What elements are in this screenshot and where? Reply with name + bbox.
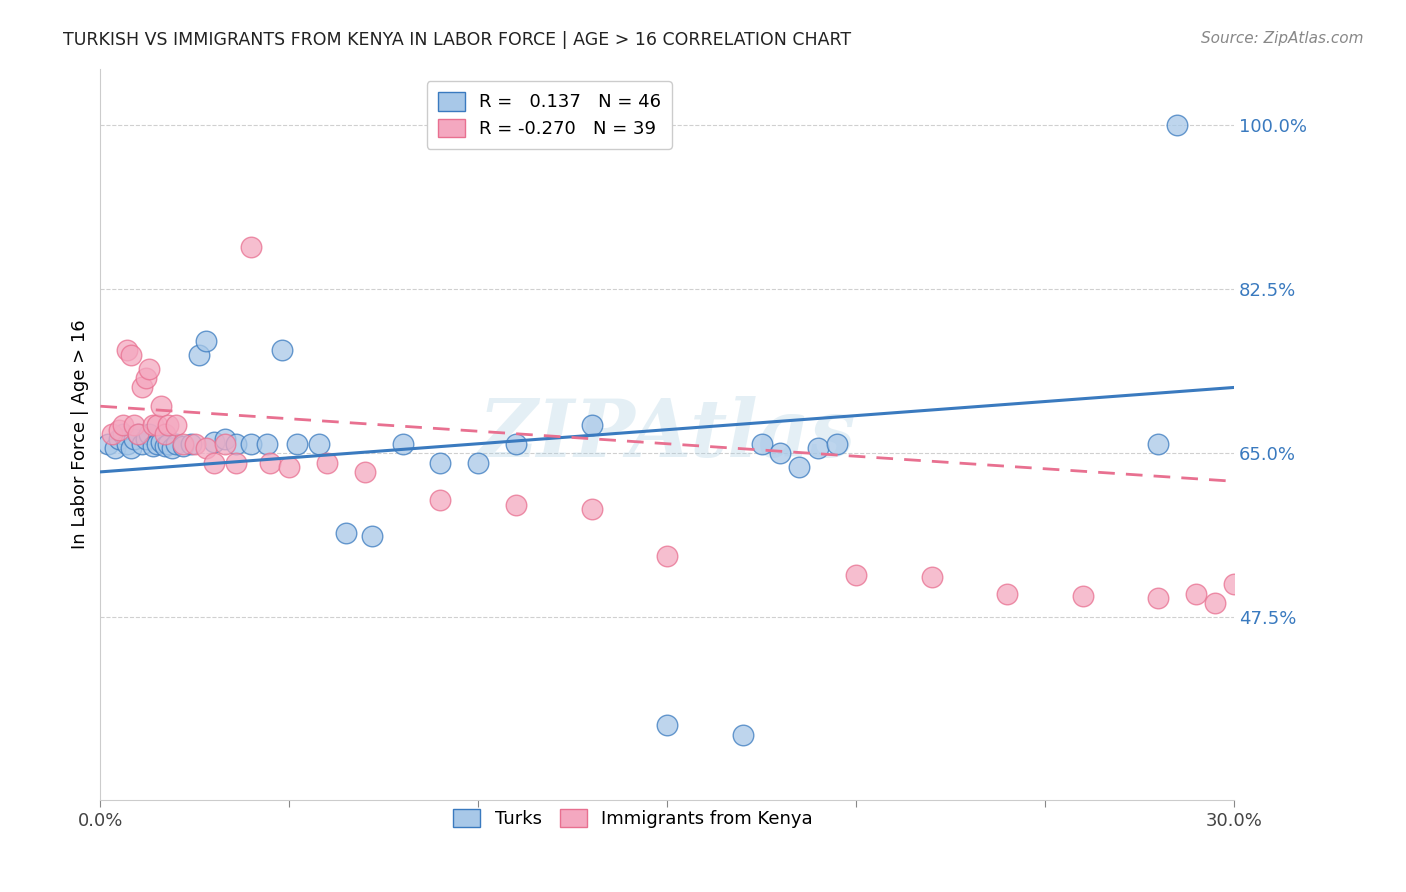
Legend: Turks, Immigrants from Kenya: Turks, Immigrants from Kenya <box>446 801 820 835</box>
Point <box>153 439 176 453</box>
Point <box>825 436 848 450</box>
Point <box>256 436 278 450</box>
Point <box>225 436 247 450</box>
Point <box>807 442 830 456</box>
Point <box>127 427 149 442</box>
Point <box>655 718 678 732</box>
Point <box>142 439 165 453</box>
Point <box>157 436 180 450</box>
Point <box>120 442 142 456</box>
Point <box>172 436 194 450</box>
Point <box>1166 118 1188 132</box>
Point <box>769 446 792 460</box>
Point <box>172 439 194 453</box>
Point <box>160 442 183 456</box>
Point <box>195 442 218 456</box>
Point <box>146 417 169 432</box>
Point <box>100 427 122 442</box>
Point <box>270 343 292 357</box>
Point <box>259 456 281 470</box>
Point <box>1185 587 1208 601</box>
Point <box>149 434 172 449</box>
Point <box>285 436 308 450</box>
Point <box>135 432 157 446</box>
Point <box>195 334 218 348</box>
Point <box>131 380 153 394</box>
Point <box>1071 589 1094 603</box>
Point <box>214 436 236 450</box>
Point <box>149 399 172 413</box>
Point <box>505 498 527 512</box>
Point <box>655 549 678 564</box>
Point <box>108 423 131 437</box>
Y-axis label: In Labor Force | Age > 16: In Labor Force | Age > 16 <box>72 319 89 549</box>
Point <box>202 456 225 470</box>
Point <box>165 436 187 450</box>
Point <box>187 348 209 362</box>
Point <box>127 427 149 442</box>
Point <box>240 436 263 450</box>
Point <box>429 456 451 470</box>
Text: ZIPAtlas: ZIPAtlas <box>478 396 856 473</box>
Point <box>157 417 180 432</box>
Point <box>214 432 236 446</box>
Point <box>184 436 207 450</box>
Point <box>731 727 754 741</box>
Point <box>142 417 165 432</box>
Point <box>115 343 138 357</box>
Point <box>353 465 375 479</box>
Point <box>180 436 202 450</box>
Point <box>361 529 384 543</box>
Point <box>845 568 868 582</box>
Point <box>1223 577 1246 591</box>
Point <box>111 417 134 432</box>
Point <box>995 587 1018 601</box>
Point <box>104 442 127 456</box>
Point <box>921 570 943 584</box>
Point <box>135 371 157 385</box>
Point <box>153 427 176 442</box>
Point <box>120 348 142 362</box>
Point <box>165 417 187 432</box>
Text: TURKISH VS IMMIGRANTS FROM KENYA IN LABOR FORCE | AGE > 16 CORRELATION CHART: TURKISH VS IMMIGRANTS FROM KENYA IN LABO… <box>63 31 852 49</box>
Point <box>316 456 339 470</box>
Point <box>308 436 330 450</box>
Point <box>1147 436 1170 450</box>
Point <box>335 525 357 540</box>
Point <box>581 502 603 516</box>
Point <box>138 427 160 442</box>
Point <box>240 240 263 254</box>
Point <box>115 436 138 450</box>
Point <box>202 434 225 449</box>
Point <box>429 493 451 508</box>
Point <box>278 460 301 475</box>
Point <box>467 456 489 470</box>
Point <box>225 456 247 470</box>
Point <box>391 436 413 450</box>
Point <box>108 432 131 446</box>
Point <box>124 432 146 446</box>
Point <box>787 460 810 475</box>
Point <box>138 361 160 376</box>
Point <box>131 436 153 450</box>
Point <box>581 417 603 432</box>
Text: Source: ZipAtlas.com: Source: ZipAtlas.com <box>1201 31 1364 46</box>
Point <box>505 436 527 450</box>
Point <box>1147 591 1170 605</box>
Point <box>124 417 146 432</box>
Point <box>751 436 773 450</box>
Point <box>1204 596 1226 610</box>
Point <box>97 436 120 450</box>
Point <box>146 436 169 450</box>
Point <box>111 427 134 442</box>
